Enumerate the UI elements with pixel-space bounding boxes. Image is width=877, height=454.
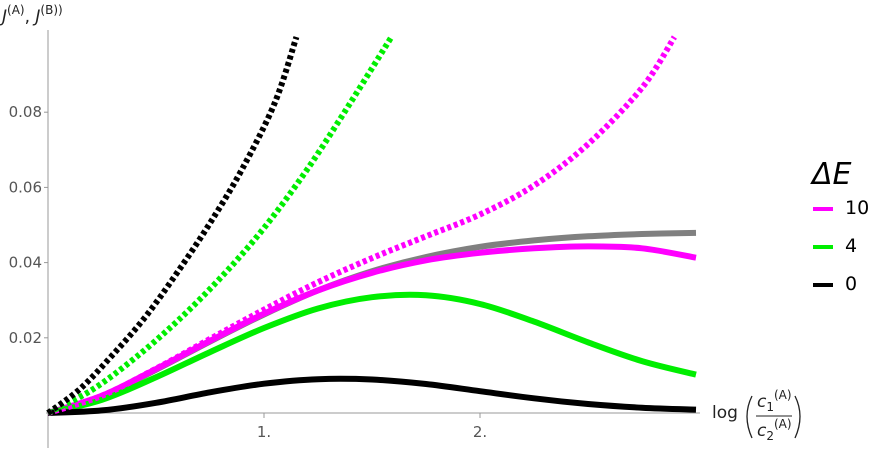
series-line-dotted [46, 36, 300, 416]
x-tick-label: 1. [257, 423, 271, 441]
x-label-numerator: c1(A) [757, 388, 792, 414]
legend: ΔE 10 4 0 [810, 157, 869, 295]
x-label-prefix: log [712, 403, 738, 423]
y-label-base-2: J [32, 7, 40, 27]
legend-label: 0 [845, 273, 857, 295]
series-line-solid [47, 243, 697, 416]
legend-title: ΔE [810, 157, 852, 192]
series-line-dotted [47, 35, 677, 416]
y-tick-label: 0.06 [9, 178, 42, 196]
y-axis-label: J(A), J(B)) [0, 3, 63, 27]
y-label-sup-2: (B)) [40, 3, 62, 17]
series-line-dotted [46, 35, 394, 416]
y-tick-label: 0.02 [9, 329, 42, 347]
series-line-solid [47, 291, 697, 416]
y-label-sep: , [25, 7, 36, 27]
legend-entry: 10 [813, 197, 869, 219]
legend-entry: 0 [813, 273, 857, 295]
y-label-sup-1: (A) [7, 3, 25, 17]
x-tick-label: 2. [473, 423, 487, 441]
y-label-base-1: J [0, 7, 7, 27]
series-line-solid [47, 375, 697, 416]
x-label-open-paren [746, 395, 753, 439]
axes [46, 30, 700, 448]
legend-label: 10 [845, 197, 869, 219]
legend-label: 4 [845, 235, 857, 257]
x-label-close-paren [794, 395, 801, 439]
y-tick-label: 0.04 [9, 254, 42, 272]
legend-entry: 4 [813, 235, 857, 257]
x-label-denominator: c2(A) [757, 417, 792, 443]
y-tick-label: 0.08 [9, 103, 42, 121]
x-axis-label: log c1(A) c2(A) [712, 388, 801, 443]
